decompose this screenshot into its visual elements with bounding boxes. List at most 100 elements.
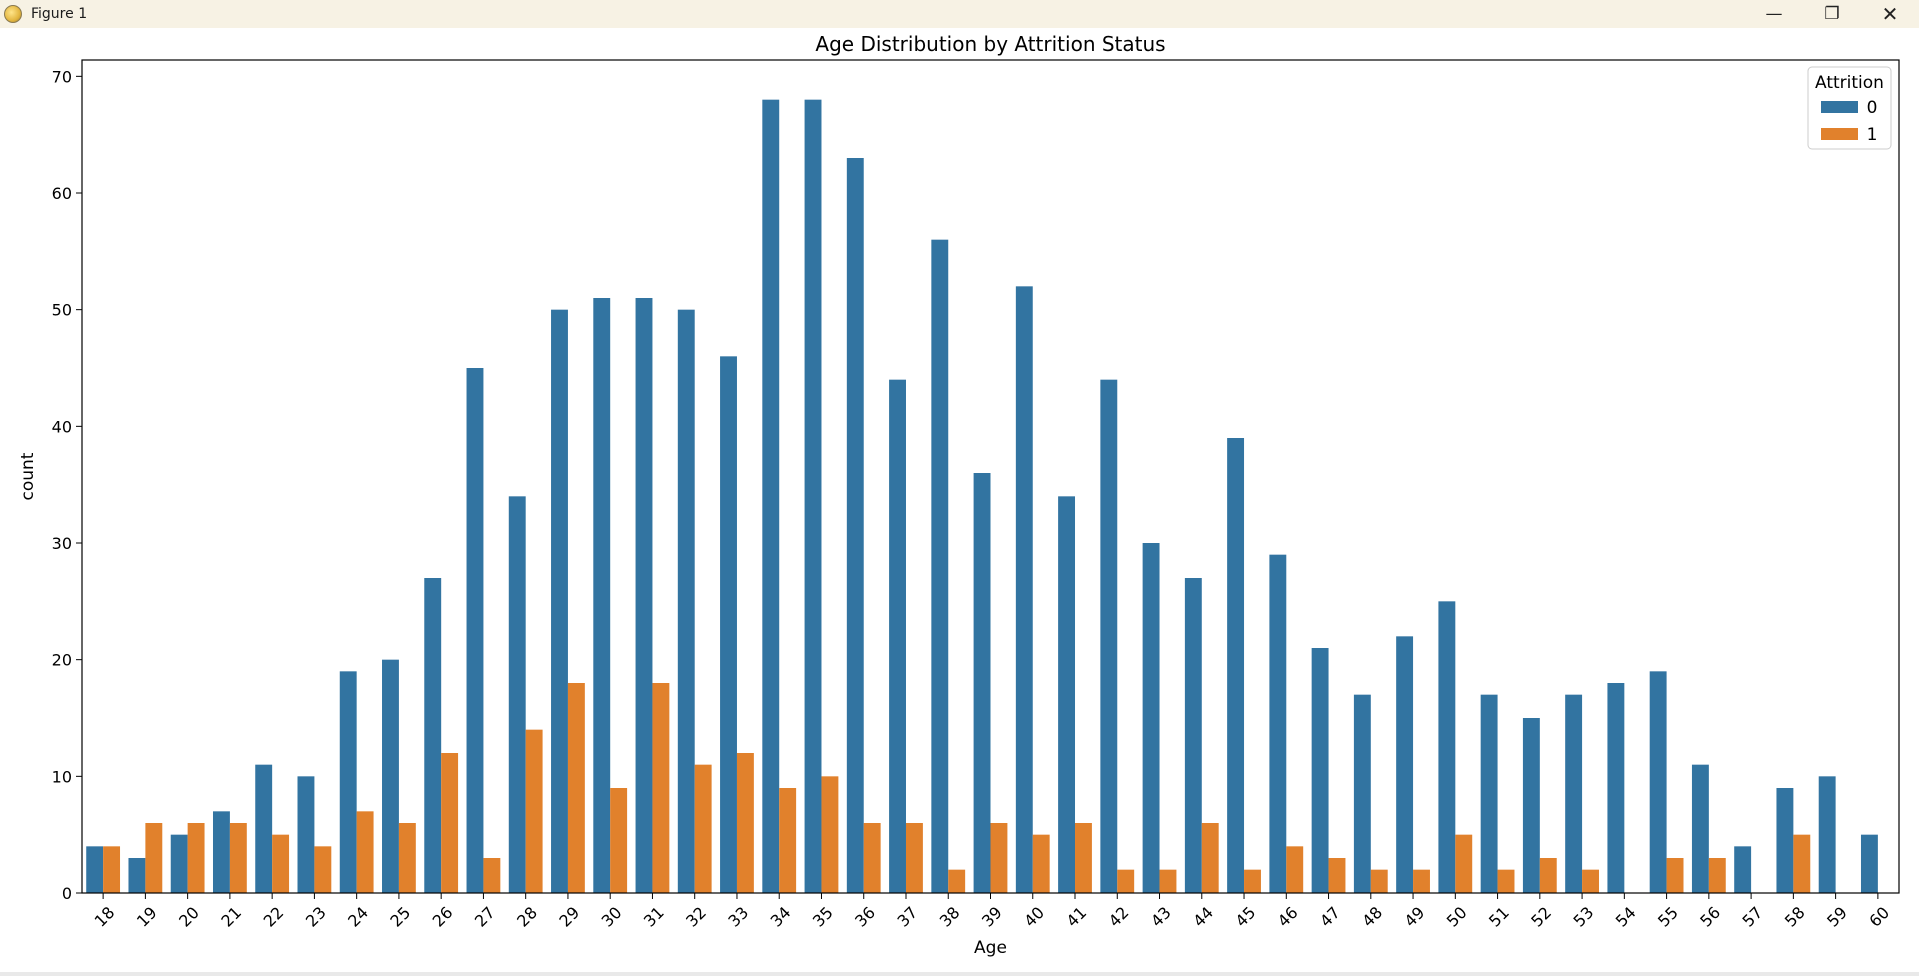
chart-title: Age Distribution by Attrition Status [815, 32, 1165, 56]
bar-series-0-age-52 [1522, 718, 1540, 893]
bar-series-1-age-39 [990, 823, 1008, 893]
bar-series-0-age-55 [1649, 671, 1667, 893]
x-tick-label: 51 [1485, 903, 1513, 931]
window-titlebar: Figure 1 — ❐ ✕ [0, 0, 1919, 28]
bar-series-1-age-56 [1708, 858, 1726, 893]
bar-series-0-age-27 [466, 368, 484, 893]
x-tick-label: 18 [91, 903, 119, 931]
x-tick-label: 46 [1274, 903, 1302, 931]
bar-series-0-age-53 [1565, 694, 1583, 893]
bar-series-0-age-58 [1776, 788, 1794, 893]
bar-series-0-age-45 [1227, 438, 1245, 893]
legend-swatch-1 [1821, 128, 1858, 140]
bar-series-1-age-52 [1539, 858, 1557, 893]
bar-series-1-age-45 [1244, 869, 1261, 893]
bar-series-1-age-38 [948, 869, 966, 893]
bar-series-1-age-58 [1793, 834, 1811, 893]
minimize-button[interactable]: — [1765, 4, 1783, 24]
x-axis-label: Age [974, 938, 1007, 958]
bar-series-1-age-34 [779, 788, 797, 893]
x-axis: 18 19 20 21 22 23 24 25 26 27 28 29 30 31 32 33 34 35 36 37… [91, 893, 1893, 931]
bar-series-1-age-40 [1032, 834, 1050, 893]
bar-series-1-age-28 [525, 729, 543, 893]
bar-series-0-age-37 [889, 379, 906, 894]
y-tick-label: 60 [52, 184, 72, 203]
bar-series-0-age-42 [1100, 379, 1118, 894]
bar-series-1-age-44 [1201, 823, 1219, 893]
bar-series-0-age-18 [86, 846, 104, 893]
x-tick-label: 38 [936, 903, 964, 931]
x-tick-label: 53 [1570, 903, 1598, 931]
x-tick-label: 26 [429, 903, 457, 931]
close-button[interactable]: ✕ [1881, 2, 1899, 26]
x-tick-label: 20 [175, 903, 203, 931]
bar-series-0-age-19 [128, 858, 146, 893]
window-bottom-edge [0, 972, 1919, 976]
bar-series-1-age-35 [821, 776, 839, 893]
bar-series-0-age-35 [804, 99, 822, 893]
bar-series-0-age-34 [762, 99, 780, 893]
bar-series-1-age-25 [398, 823, 416, 893]
bar-series-1-age-41 [1075, 823, 1092, 893]
bar-series-1-age-46 [1286, 846, 1304, 893]
x-tick-label: 45 [1232, 903, 1260, 931]
legend-label-1: 1 [1867, 125, 1878, 145]
y-tick-label: 0 [62, 884, 72, 903]
x-tick-label: 55 [1654, 903, 1682, 931]
bar-series-1-age-42 [1117, 869, 1135, 893]
bar-series-0-age-20 [170, 834, 188, 893]
x-tick-label: 59 [1823, 903, 1851, 931]
x-tick-label: 22 [260, 903, 288, 931]
legend-swatch-0 [1821, 101, 1858, 113]
bar-series-1-age-48 [1370, 869, 1388, 893]
bar-series-1-age-24 [356, 811, 374, 893]
bar-series-1-age-33 [736, 753, 754, 893]
bar-series-0-age-41 [1058, 496, 1076, 893]
x-tick-label: 19 [133, 903, 161, 931]
x-tick-label: 43 [1147, 903, 1175, 931]
x-tick-label: 33 [724, 903, 752, 931]
bar-series-0-age-47 [1311, 648, 1329, 893]
bar-series-0-age-59 [1818, 776, 1836, 893]
bar-series-1-age-50 [1455, 834, 1473, 893]
y-axis: 0 10 20 30 40 50 60 70 [52, 67, 82, 903]
bar-series-0-age-23 [297, 776, 315, 893]
x-tick-label: 32 [682, 903, 710, 931]
bar-series-1-age-49 [1413, 869, 1430, 893]
bar-series-0-age-40 [1015, 286, 1033, 893]
legend-label-0: 0 [1867, 98, 1878, 118]
y-tick-label: 10 [52, 767, 72, 786]
window-title: Figure 1 [31, 6, 88, 22]
x-tick-label: 28 [513, 903, 541, 931]
bar-series-0-age-21 [212, 811, 230, 893]
x-tick-label: 36 [851, 903, 879, 931]
bar-series-1-age-32 [694, 764, 712, 893]
app-logo-icon [4, 5, 22, 23]
x-tick-label: 48 [1358, 903, 1386, 931]
bar-series-0-age-26 [424, 578, 442, 893]
x-tick-label: 40 [1020, 903, 1048, 931]
x-tick-label: 39 [978, 903, 1006, 931]
y-tick-label: 40 [52, 417, 72, 436]
x-tick-label: 34 [767, 903, 795, 931]
x-tick-label: 57 [1739, 903, 1767, 931]
x-tick-label: 29 [555, 903, 583, 931]
bar-series-0-age-39 [973, 473, 991, 893]
restore-button[interactable]: ❐ [1824, 4, 1840, 24]
bar-series-0-age-22 [255, 764, 273, 893]
bar-series-1-age-29 [567, 683, 585, 893]
bar-series-0-age-38 [931, 239, 949, 893]
x-tick-label: 23 [302, 903, 330, 931]
x-tick-label: 52 [1527, 903, 1555, 931]
bar-series-0-age-49 [1396, 636, 1414, 893]
bar-series-0-age-48 [1353, 694, 1371, 893]
bar-series-1-age-36 [863, 823, 881, 893]
bar-series-1-age-22 [272, 834, 290, 893]
x-tick-label: 24 [344, 903, 372, 931]
bar-series-0-age-56 [1691, 764, 1709, 893]
bar-series-0-age-50 [1438, 601, 1456, 893]
x-tick-label: 54 [1612, 903, 1640, 931]
y-tick-label: 50 [52, 301, 72, 320]
bars-group [86, 99, 1878, 894]
